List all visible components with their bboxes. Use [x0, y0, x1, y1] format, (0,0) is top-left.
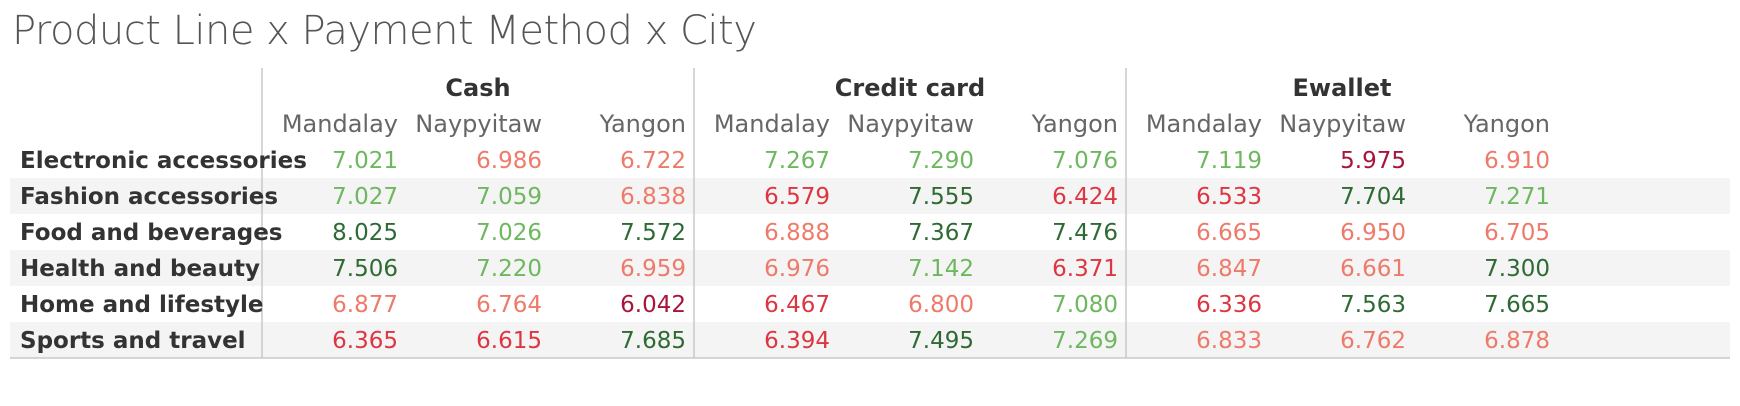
cell-value: 7.555: [908, 184, 974, 210]
cell-value: 7.076: [1052, 148, 1118, 174]
cell-value: 7.290: [908, 148, 974, 174]
cell-value: 6.705: [1484, 220, 1550, 246]
payment-method-header: Ewallet: [1293, 74, 1392, 102]
city-header: Naypyitaw: [847, 110, 974, 138]
cell-value: 6.533: [1196, 184, 1262, 210]
row-band: [10, 250, 1730, 286]
city-header: Yangon: [1463, 110, 1550, 138]
cell-value: 6.661: [1340, 256, 1406, 282]
cell-value: 6.394: [764, 328, 830, 354]
cell-value: 5.975: [1340, 148, 1406, 174]
cell-value: 7.685: [620, 328, 686, 354]
payment-method-header: Cash: [445, 74, 510, 102]
cell-value: 7.026: [476, 220, 542, 246]
cell-value: 6.371: [1052, 256, 1118, 282]
cell-value: 7.027: [332, 184, 398, 210]
row-label: Home and lifestyle: [20, 292, 264, 318]
cell-value: 6.336: [1196, 292, 1262, 318]
cell-value: 6.800: [908, 292, 974, 318]
cell-value: 7.080: [1052, 292, 1118, 318]
cell-value: 7.142: [908, 256, 974, 282]
cell-value: 7.563: [1340, 292, 1406, 318]
row-label: Electronic accessories: [20, 148, 307, 174]
cell-value: 7.506: [332, 256, 398, 282]
cell-value: 7.059: [476, 184, 542, 210]
cell-value: 8.025: [332, 220, 398, 246]
cell-value: 6.722: [620, 148, 686, 174]
cell-value: 6.910: [1484, 148, 1550, 174]
cell-value: 7.665: [1484, 292, 1550, 318]
cell-value: 6.615: [476, 328, 542, 354]
city-header: Mandalay: [714, 110, 830, 138]
chart-title: Product Line x Payment Method x City: [12, 8, 757, 54]
cell-value: 6.888: [764, 220, 830, 246]
cell-value: 7.021: [332, 148, 398, 174]
cell-value: 6.838: [620, 184, 686, 210]
city-header: Mandalay: [1146, 110, 1262, 138]
row-label: Food and beverages: [20, 220, 283, 246]
cell-value: 6.762: [1340, 328, 1406, 354]
cell-value: 6.833: [1196, 328, 1262, 354]
cell-value: 6.764: [476, 292, 542, 318]
cell-value: 7.367: [908, 220, 974, 246]
city-header: Yangon: [599, 110, 686, 138]
row-label: Sports and travel: [20, 328, 246, 354]
cell-value: 6.665: [1196, 220, 1262, 246]
cell-value: 6.847: [1196, 256, 1262, 282]
city-header: Naypyitaw: [1279, 110, 1406, 138]
cell-value: 7.269: [1052, 328, 1118, 354]
row-label: Health and beauty: [20, 256, 260, 282]
cell-value: 7.271: [1484, 184, 1550, 210]
row-band: [10, 322, 1730, 358]
cell-value: 6.877: [332, 292, 398, 318]
row-label: Fashion accessories: [20, 184, 278, 210]
cell-value: 7.704: [1340, 184, 1406, 210]
cell-value: 6.467: [764, 292, 830, 318]
city-header: Mandalay: [282, 110, 398, 138]
row-band: [10, 178, 1730, 214]
cell-value: 6.976: [764, 256, 830, 282]
cell-value: 7.119: [1196, 148, 1262, 174]
cell-value: 6.986: [476, 148, 542, 174]
cell-value: 6.424: [1052, 184, 1118, 210]
cell-value: 7.300: [1484, 256, 1550, 282]
cell-value: 7.267: [764, 148, 830, 174]
cell-value: 6.579: [764, 184, 830, 210]
cell-value: 7.572: [620, 220, 686, 246]
cell-value: 7.495: [908, 328, 974, 354]
cell-value: 6.365: [332, 328, 398, 354]
payment-method-header: Credit card: [835, 74, 985, 102]
city-header: Naypyitaw: [415, 110, 542, 138]
cell-value: 6.959: [620, 256, 686, 282]
cell-value: 6.950: [1340, 220, 1406, 246]
cell-value: 6.878: [1484, 328, 1550, 354]
cell-value: 7.476: [1052, 220, 1118, 246]
cell-value: 6.042: [620, 292, 686, 318]
city-header: Yangon: [1031, 110, 1118, 138]
cell-value: 7.220: [476, 256, 542, 282]
